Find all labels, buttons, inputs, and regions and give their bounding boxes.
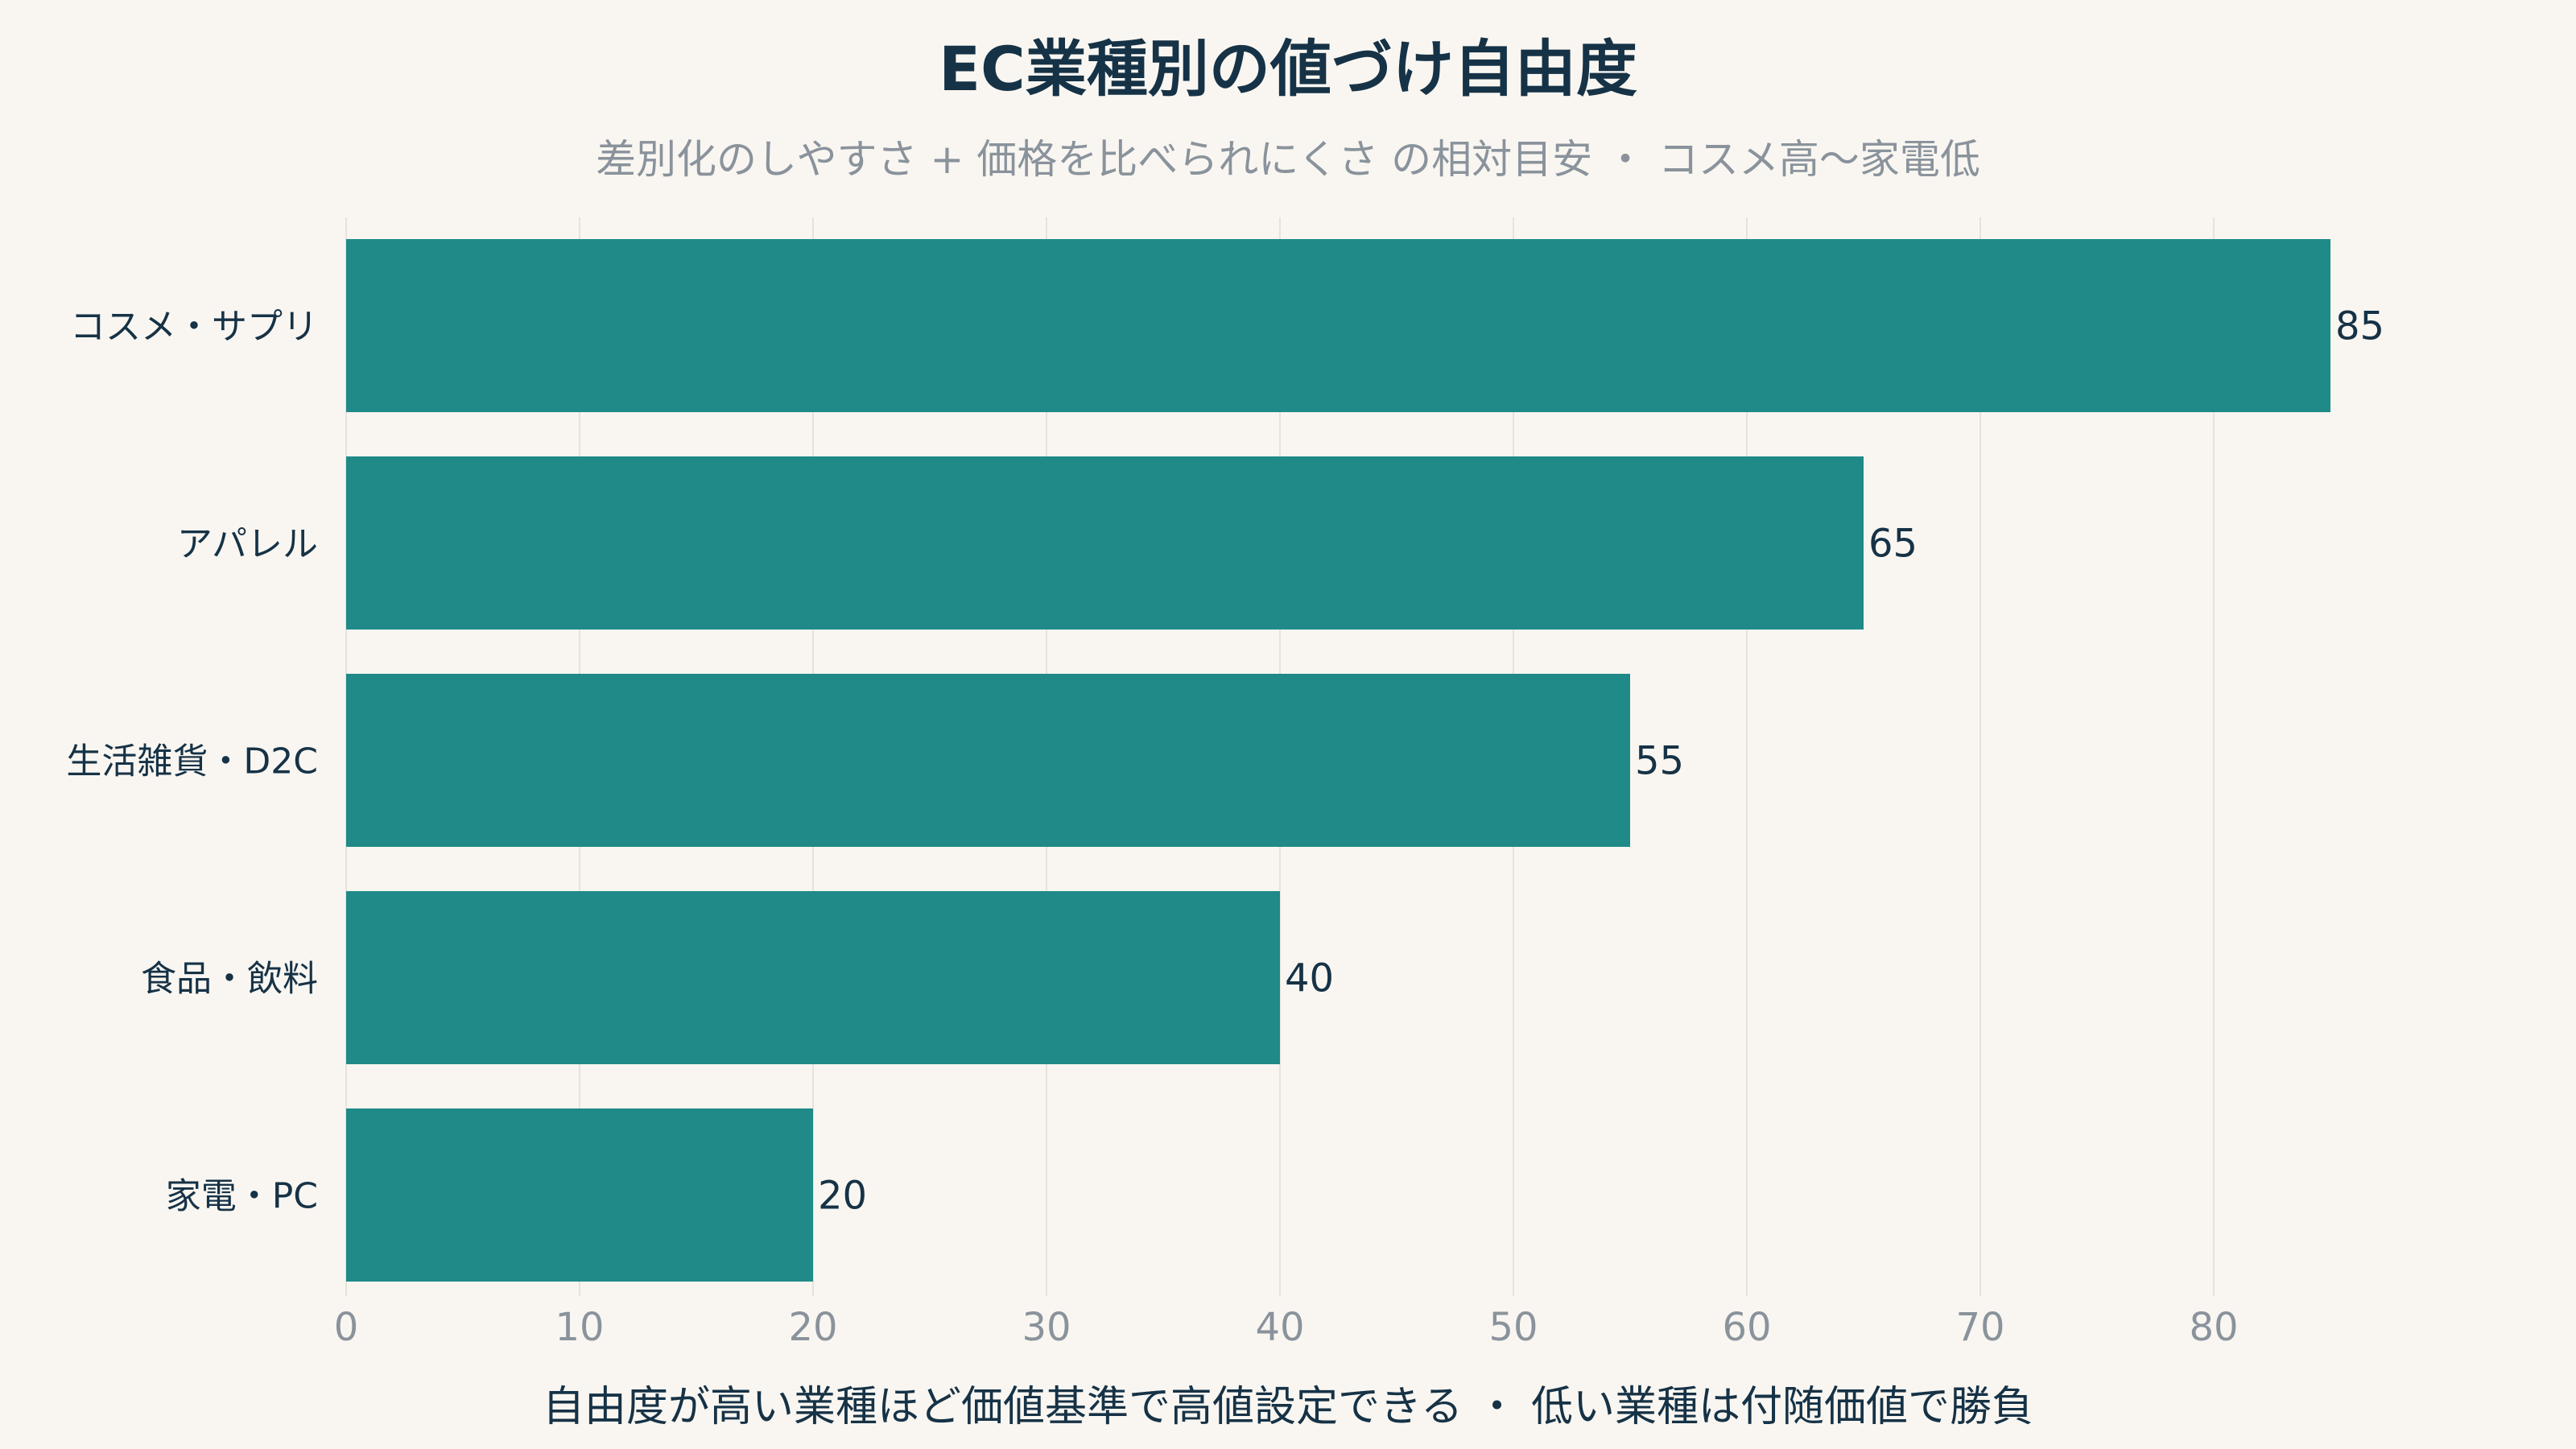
category-label-3: 食品・飲料 bbox=[141, 959, 318, 1000]
bar-2 bbox=[346, 674, 1630, 847]
value-label-2: 55 bbox=[1635, 739, 1684, 784]
value-label-3: 40 bbox=[1285, 956, 1334, 1001]
bar-0 bbox=[346, 239, 2330, 412]
category-label-4: 家電・PC bbox=[166, 1176, 318, 1217]
chart-subtitle: 差別化のしやすさ + 価格を比べられにくさ の相対目安 ・ コスメ高〜家電低 bbox=[596, 136, 1980, 183]
x-tick-label-70: 70 bbox=[1955, 1305, 2004, 1350]
bar-4 bbox=[346, 1108, 813, 1282]
value-label-4: 20 bbox=[818, 1174, 867, 1219]
bars bbox=[346, 239, 2330, 1282]
x-tick-label-40: 40 bbox=[1255, 1305, 1304, 1350]
value-labels: 85 65 55 40 20 bbox=[818, 304, 2384, 1219]
category-label-1: アパレル bbox=[177, 524, 318, 565]
value-label-0: 85 bbox=[2335, 304, 2384, 349]
x-tick-label-80: 80 bbox=[2189, 1305, 2238, 1350]
bar-1 bbox=[346, 456, 1864, 630]
bar-3 bbox=[346, 891, 1280, 1064]
x-tick-label-30: 30 bbox=[1022, 1305, 1071, 1350]
x-tick-label-50: 50 bbox=[1488, 1305, 1538, 1350]
category-label-0: コスメ・サプリ bbox=[70, 307, 318, 348]
category-label-2: 生活雑貨・D2C bbox=[66, 741, 318, 782]
x-tick-label-0: 0 bbox=[334, 1305, 359, 1350]
x-tick-label-60: 60 bbox=[1722, 1305, 1771, 1350]
x-tick-label-20: 20 bbox=[788, 1305, 837, 1350]
x-tick-label-10: 10 bbox=[555, 1305, 604, 1350]
x-axis-ticks: 0 10 20 30 40 50 60 70 80 bbox=[334, 1305, 2239, 1350]
x-axis-label: 自由度が高い業種ほど価値基準で高値設定できる ・ 低い業種は付随価値で勝負 bbox=[543, 1383, 2033, 1431]
chart-title: EC業種別の値づけ自由度 bbox=[939, 33, 1637, 105]
value-label-1: 65 bbox=[1868, 522, 1918, 567]
